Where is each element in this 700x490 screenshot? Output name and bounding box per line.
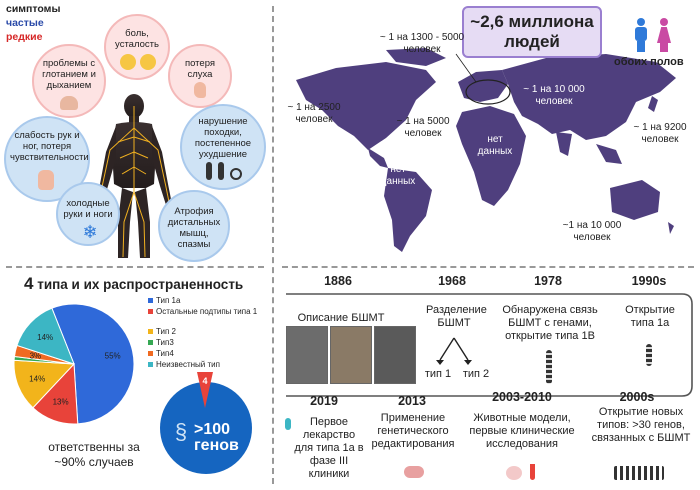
- pie-legend-item-6: Неизвестный тип: [148, 360, 266, 369]
- legend-label: Тип 1а: [156, 296, 181, 305]
- legend-swatch: [148, 362, 153, 368]
- legend-label: Тип 2: [156, 327, 177, 336]
- pie-legend-item-2: Остальные подтипы типа 1: [148, 307, 266, 316]
- both-sexes-label: обоих полов: [614, 56, 684, 68]
- symptom-cold-hands-feet: холодные руки и ноги ❄: [56, 182, 120, 246]
- split-arrows: [436, 337, 472, 365]
- legend-label: Неизвестный тип: [156, 360, 220, 369]
- pie-value-label-2: 13%: [53, 397, 69, 406]
- test-tube-icon: [530, 464, 535, 480]
- pie-slice-1: [51, 303, 135, 425]
- legend-swatch: [148, 309, 153, 315]
- legend-swatch: [148, 329, 153, 335]
- legend-title: симптомы: [6, 3, 61, 15]
- map-label-africa-no-data: нет данных: [477, 134, 513, 157]
- human-body-nervous-system-illustration: [96, 94, 172, 258]
- type-2-label: тип 2: [462, 368, 490, 380]
- event-type-1a: Открытие типа 1a: [625, 304, 675, 329]
- symptom-gait-disorder: нарушение походки, постепенное ухудшение: [180, 104, 266, 190]
- pie-value-label-6: 14%: [37, 333, 53, 342]
- cane-person-icon: [218, 162, 224, 180]
- types-title: 4 типа и их распространенность: [24, 274, 244, 293]
- map-label-japan: ~ 1 на 9200 человек: [633, 122, 687, 145]
- world-map: [296, 48, 676, 252]
- year-2013: 2013: [398, 394, 426, 408]
- map-label-north-america: ~ 1 на 2500 человек: [287, 102, 341, 125]
- map-label-australia: ~1 на 10 000 человек: [562, 220, 622, 243]
- chromosomes-icon: [614, 466, 664, 480]
- map-label-europe: ~ 1 на 1300 - 5000 человек: [379, 32, 465, 55]
- map-label-asia: ~ 1 на 10 000 человек: [523, 84, 585, 107]
- map-label-south-america-no-data: нет данных: [380, 164, 416, 187]
- male-icon: [634, 18, 648, 52]
- event-first-drug: Первое лекарство для типа 1а в фазе III …: [294, 416, 364, 480]
- symptom-pain-fatigue: боль, усталость: [104, 14, 170, 80]
- population-headline: ~2,6 миллиона людей: [462, 6, 602, 58]
- portrait-photo-3: [374, 326, 416, 384]
- responsible-text: ответственны за ~90% случаев: [48, 440, 140, 469]
- event-separation: Разделение БШМТ: [426, 304, 487, 329]
- pie-value-label-5: 3%: [30, 351, 42, 360]
- snowflake-icon: ❄: [82, 222, 98, 242]
- event-animal-models: Животные модели, первые клинические иссл…: [469, 412, 575, 450]
- type-distribution-pie-chart: 55% 13% 14% 3% 14%: [13, 303, 135, 425]
- type-1-label: тип 1: [424, 368, 452, 380]
- legend-label: Тип4: [156, 349, 174, 358]
- pie-legend-item-3: Тип 2: [148, 327, 266, 336]
- event-description: Описание БШМТ: [297, 312, 385, 324]
- hand-icon: [38, 170, 54, 190]
- pie-slice-3: [13, 359, 76, 409]
- year-2019: 2019: [310, 394, 338, 408]
- horizontal-divider-right: [282, 266, 694, 268]
- chromosome-icon: [546, 350, 552, 384]
- tired-face-icon: [120, 54, 136, 70]
- year-1978: 1978: [534, 274, 562, 288]
- legend-swatch: [148, 351, 153, 357]
- pie-legend-item-5: Тип4: [148, 349, 266, 358]
- timeline-track: [286, 293, 693, 397]
- genes-label: >100 генов: [194, 421, 239, 454]
- year-2000s: 2000s: [619, 390, 655, 404]
- genes-wedge: [197, 372, 213, 408]
- legend-label: Тип3: [156, 338, 174, 347]
- throat-icon: [60, 96, 78, 110]
- symptom-muscle-atrophy: Атрофия дистальных мышц, спазмы: [158, 190, 230, 262]
- portrait-photo-1: [286, 326, 328, 384]
- pie-legend-item-1: Тип 1а: [148, 296, 266, 305]
- year-2003-2010: 2003-2010: [492, 390, 552, 404]
- year-1990s: 1990s: [631, 274, 667, 288]
- pie-value-label-1: 55%: [105, 351, 121, 360]
- legend-frequent: частые: [6, 17, 44, 29]
- female-icon: [656, 18, 672, 52]
- year-1968: 1968: [438, 274, 466, 288]
- event-gene-link: Обнаружена связь БШМТ с генами, открытие…: [502, 304, 598, 342]
- walking-person-icon: [206, 162, 212, 180]
- pie-legend: Тип 1а Остальные подтипы типа 1 Тип 2 Тип3 Т…: [148, 296, 266, 376]
- legend-label: Остальные подтипы типа 1: [156, 307, 258, 316]
- pie-value-label-3: 14%: [29, 375, 45, 384]
- event-new-types: Открытие новых типов: >30 генов, связанн…: [591, 406, 691, 444]
- symptom-hearing-loss: потеря слуха: [168, 44, 232, 108]
- dna-icon: §: [174, 419, 188, 444]
- chromosome-icon-2: [646, 344, 652, 366]
- pill-icon: [285, 418, 291, 430]
- year-1886: 1886: [324, 274, 352, 288]
- symptom-swallowing-breathing: проблемы с глотанием и дыханием: [32, 44, 106, 118]
- legend-swatch: [148, 340, 153, 346]
- ear-icon: [194, 82, 206, 98]
- legend-rare: редкие: [6, 31, 43, 43]
- map-label-middle-east: ~ 1 на 5000 человек: [396, 116, 450, 139]
- sad-face-icon: [140, 54, 156, 70]
- wheelchair-icon: [230, 168, 242, 180]
- horizontal-divider-left: [6, 266, 264, 268]
- mouse-icon: [506, 466, 522, 480]
- crispr-icon: [404, 466, 424, 478]
- genes-wedge-label: 4: [202, 376, 208, 386]
- portrait-photo-2: [330, 326, 372, 384]
- pie-slice-6: [16, 307, 75, 365]
- vertical-divider: [272, 6, 274, 484]
- legend-swatch: [148, 298, 153, 304]
- event-gene-editing: Применение генетического редактирования: [371, 412, 455, 450]
- pie-legend-item-4: Тип3: [148, 338, 266, 347]
